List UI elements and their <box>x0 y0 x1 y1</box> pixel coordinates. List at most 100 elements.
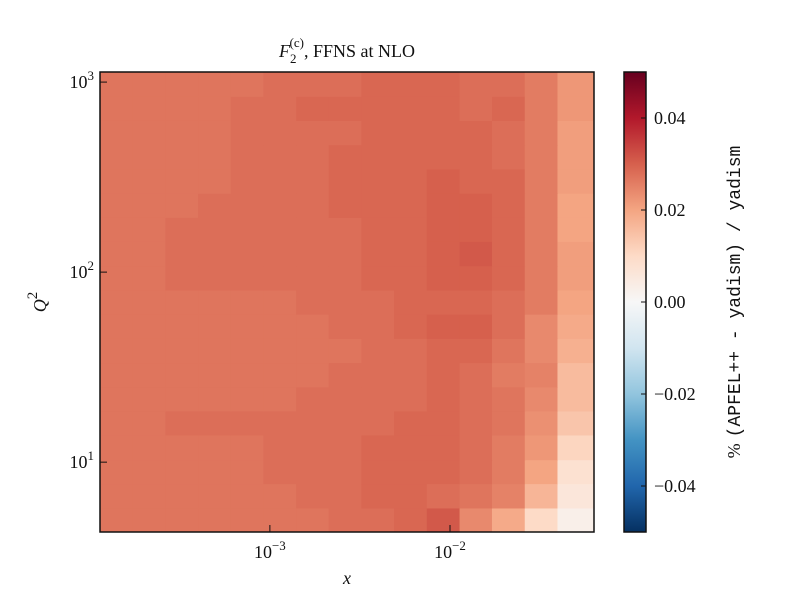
heatmap-cell <box>557 72 595 97</box>
heatmap-cell <box>198 290 232 315</box>
heatmap-cell <box>100 120 134 146</box>
heatmap-cell <box>328 144 362 170</box>
plot-frame <box>99 71 595 533</box>
heatmap-cell <box>165 507 199 533</box>
heatmap-cell <box>263 362 297 388</box>
heatmap-cell <box>557 217 595 242</box>
heatmap-cell <box>459 72 493 97</box>
heatmap-cell <box>524 265 558 291</box>
heatmap-cell <box>230 96 264 121</box>
heatmap-cell <box>100 314 134 339</box>
heatmap-cell <box>524 120 558 146</box>
heatmap-cell <box>361 72 395 97</box>
heatmap-cell <box>296 338 330 364</box>
heatmap-cell <box>491 459 526 485</box>
heatmap-cell <box>100 459 134 485</box>
heatmap-cell <box>557 314 595 339</box>
y-label-symbol: Q <box>30 299 50 312</box>
heatmap-cell <box>394 120 428 146</box>
heatmap-cell <box>426 386 461 412</box>
heatmap-cell <box>426 120 461 146</box>
heatmap-cell <box>296 410 330 436</box>
title-symbol: F <box>278 41 291 61</box>
heatmap-cell <box>459 483 493 509</box>
heatmap-cell <box>198 362 232 388</box>
heatmap-cell <box>557 483 595 509</box>
heatmap-cell <box>459 96 493 121</box>
heatmap-cell <box>198 386 232 412</box>
tick-label: 10−3 <box>254 538 286 562</box>
heatmap-cell <box>230 144 264 170</box>
heatmap-cell <box>328 386 362 412</box>
heatmap-cell <box>296 96 330 121</box>
heatmap-cell <box>132 193 166 218</box>
heatmap-cell <box>459 144 493 170</box>
heatmap-cell <box>459 168 493 194</box>
heatmap-cell <box>198 265 232 291</box>
heatmap-cell <box>328 72 362 97</box>
heatmap-cell <box>165 290 199 315</box>
colorbar-label: % (APFEL++ - yadism) / yadism <box>724 146 746 459</box>
heatmap-cell <box>557 362 595 388</box>
heatmap-cell <box>394 362 428 388</box>
heatmap-cell <box>524 168 558 194</box>
heatmap-cell <box>230 193 264 218</box>
heatmap-cell <box>394 290 428 315</box>
heatmap-cell <box>394 507 428 533</box>
heatmap-cell <box>165 241 199 267</box>
heatmap-cell <box>361 96 395 121</box>
heatmap-cell <box>198 507 232 533</box>
heatmap-cell <box>524 290 558 315</box>
heatmap-cell <box>132 241 166 267</box>
heatmap-cell <box>459 459 493 485</box>
heatmap-cell <box>491 314 526 339</box>
heatmap-cell <box>263 217 297 242</box>
heatmap-cell <box>132 434 166 461</box>
heatmap-cell <box>524 362 558 388</box>
heatmap-cell <box>557 193 595 218</box>
heatmap-cell <box>524 459 558 485</box>
heatmap-cell <box>230 507 264 533</box>
heatmap-cell <box>328 290 362 315</box>
heatmap-cell <box>328 193 362 218</box>
y-axis-label: Q2 <box>25 292 50 313</box>
heatmap-cell <box>230 290 264 315</box>
heatmap-cell <box>557 96 595 121</box>
heatmap-cell <box>557 507 595 533</box>
heatmap-cell <box>328 434 362 461</box>
heatmap-cell <box>394 459 428 485</box>
heatmap-cell <box>132 459 166 485</box>
heatmap-cell <box>132 217 166 242</box>
heatmap-cell <box>230 314 264 339</box>
heatmap-cell <box>263 507 297 533</box>
heatmap-cell <box>100 168 134 194</box>
heatmap-cell <box>557 410 595 436</box>
heatmap-cell <box>426 241 461 267</box>
heatmap-cell <box>328 338 362 364</box>
heatmap-cell <box>426 144 461 170</box>
heatmap-cell <box>230 168 264 194</box>
heatmap-cell <box>263 410 297 436</box>
heatmap-cell <box>524 193 558 218</box>
heatmap-cell <box>132 483 166 509</box>
heatmap-cell <box>296 507 330 533</box>
heatmap-cell <box>165 72 199 97</box>
heatmap-cell <box>230 362 264 388</box>
heatmap-cell <box>230 241 264 267</box>
heatmap-cell <box>394 144 428 170</box>
heatmap-cell <box>394 386 428 412</box>
heatmap-cell <box>394 168 428 194</box>
heatmap-cell <box>328 410 362 436</box>
heatmap-cell <box>296 144 330 170</box>
heatmap-cell <box>328 459 362 485</box>
heatmap-cell <box>165 144 199 170</box>
heatmap-cell <box>263 314 297 339</box>
heatmap-cell <box>100 338 134 364</box>
heatmap-cell <box>524 338 558 364</box>
tick-label-base: 10 <box>254 542 272 562</box>
heatmap-cell <box>165 362 199 388</box>
heatmap-cell <box>394 96 428 121</box>
heatmap-cell <box>198 217 232 242</box>
heatmap-cell <box>100 265 134 291</box>
